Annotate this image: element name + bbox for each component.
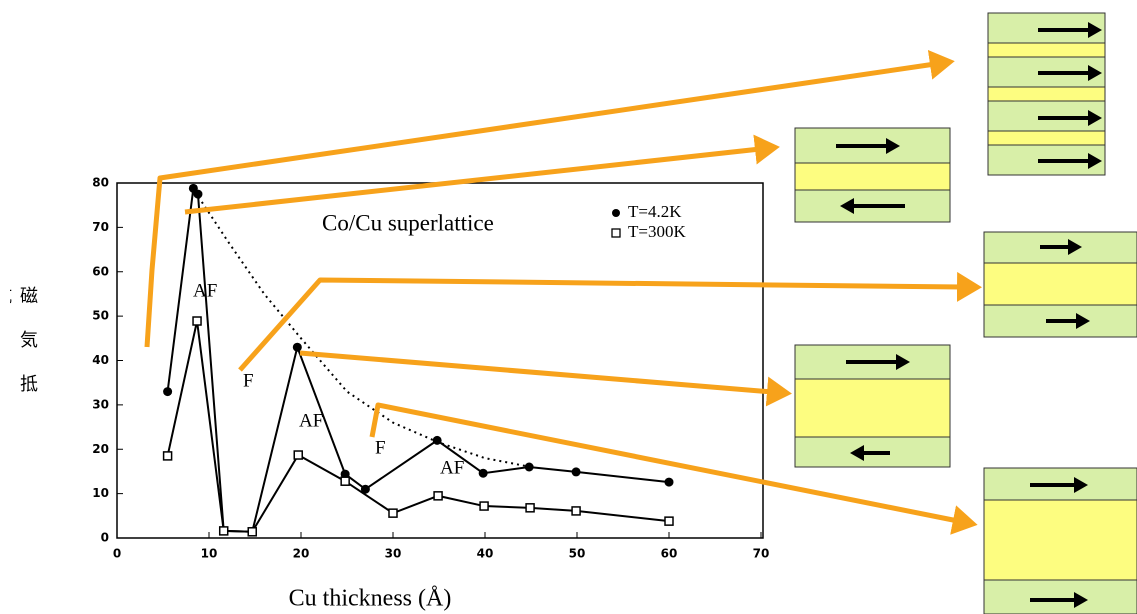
- y-tick-label: 70: [92, 220, 109, 234]
- y-axis-label: 磁気抵抗: [10, 286, 40, 448]
- point: [220, 527, 228, 535]
- legend-label: T=4.2K: [628, 202, 682, 221]
- y-tick-label: 60: [92, 264, 109, 278]
- y-tick-label: 10: [92, 486, 109, 500]
- point: [479, 469, 488, 478]
- y-tick-label: 80: [92, 176, 109, 190]
- point: [572, 507, 580, 515]
- series-line: [168, 188, 669, 531]
- layer-diagrams: [795, 13, 1137, 614]
- y-tick-label: 30: [92, 397, 109, 411]
- point: [248, 528, 256, 536]
- y-tick-label: 0: [101, 531, 109, 545]
- x-tick-label: 70: [753, 547, 770, 561]
- point: [163, 387, 172, 396]
- point: [389, 509, 397, 517]
- annotation: AF: [299, 410, 323, 431]
- x-tick-label: 20: [293, 547, 310, 561]
- legend-label: T=300K: [628, 222, 686, 241]
- x-tick-label: 10: [201, 547, 218, 561]
- point: [525, 463, 534, 472]
- x-tick-label: 30: [385, 547, 402, 561]
- x-tick-label: 40: [477, 547, 494, 561]
- point: [480, 502, 488, 510]
- y-tick-label: 40: [92, 353, 109, 367]
- point: [294, 451, 302, 459]
- annotation: AF: [193, 280, 217, 301]
- series-line: [168, 321, 669, 532]
- y-tick-label: 50: [92, 309, 109, 323]
- point: [193, 190, 202, 199]
- x-axis-label: Cu thickness (Å): [289, 586, 452, 612]
- chart: Cu thickness (Å) 0 10 20 30 40 50 60 70 0 10 20 30 4…: [0, 0, 1137, 614]
- annotation: F: [243, 370, 254, 391]
- point: [434, 492, 442, 500]
- x-tick-label: 50: [569, 547, 586, 561]
- annotation: Co/Cu superlattice: [322, 210, 494, 235]
- point: [433, 436, 442, 445]
- point: [341, 477, 349, 485]
- x-tick-label: 0: [113, 547, 121, 561]
- x-tick-label: 60: [661, 547, 678, 561]
- legend-marker: [612, 209, 620, 217]
- point: [193, 317, 201, 325]
- y-tick-label: 20: [92, 442, 109, 456]
- page: Cu thickness (Å) 0 10 20 30 40 50 60 70 0 10 20 30 4…: [0, 0, 1137, 614]
- point: [665, 478, 674, 487]
- annotation: F: [375, 437, 386, 458]
- point: [526, 504, 534, 512]
- point: [293, 343, 302, 352]
- annotation: AF: [440, 457, 464, 478]
- point: [572, 467, 581, 476]
- point: [164, 452, 172, 460]
- legend-marker: [612, 229, 620, 237]
- point: [665, 517, 673, 525]
